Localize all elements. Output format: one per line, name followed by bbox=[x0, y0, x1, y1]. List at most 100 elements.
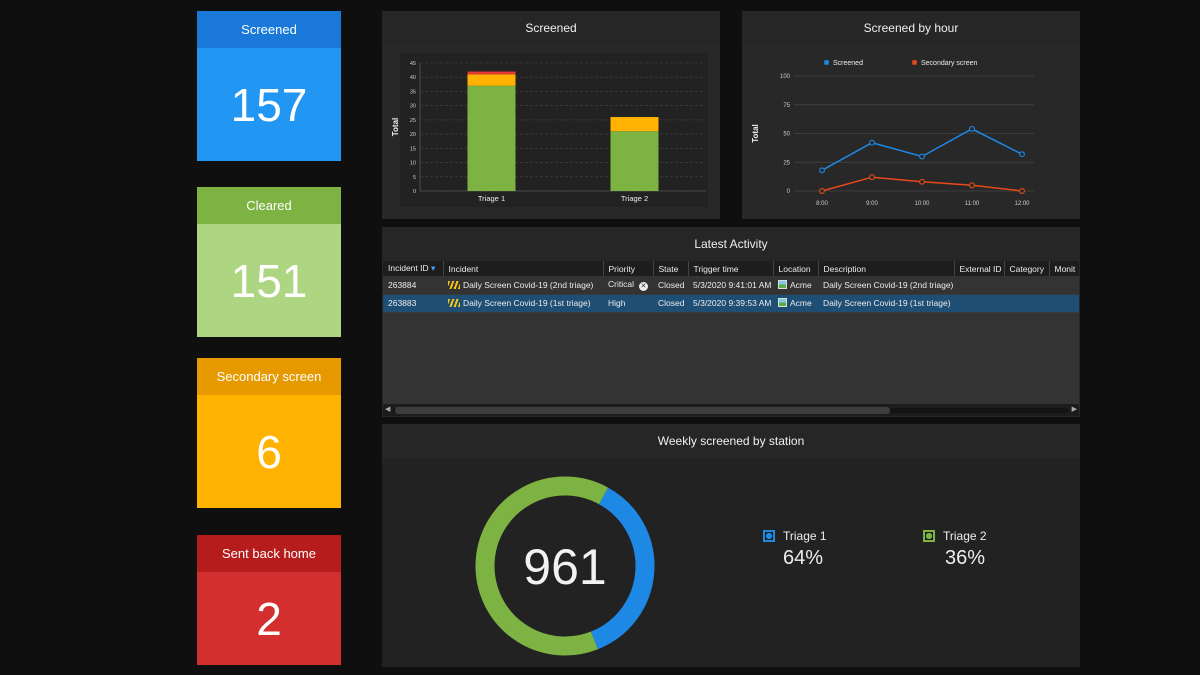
cell-category bbox=[1004, 276, 1049, 295]
legend-percent: 36% bbox=[945, 547, 986, 569]
tile-label: Secondary screen bbox=[197, 358, 341, 395]
col-description[interactable]: Description bbox=[818, 261, 955, 276]
location-map-icon bbox=[778, 279, 787, 289]
x-tick-label: 12:00 bbox=[1014, 201, 1030, 207]
bar-segment bbox=[467, 85, 516, 191]
tile-value: 2 bbox=[197, 572, 341, 665]
data-point bbox=[1019, 151, 1025, 158]
x-tick-label: Triage 2 bbox=[621, 194, 648, 203]
bar-segment bbox=[610, 117, 659, 132]
cell-incident-text: Daily Screen Covid-19 (2nd triage) bbox=[463, 279, 594, 290]
cell-monitor bbox=[1049, 276, 1079, 295]
tile-value: 6 bbox=[197, 395, 341, 508]
data-point bbox=[869, 139, 875, 146]
grid-header: Incident ID ▾ Incident Priority State Tr… bbox=[383, 261, 1079, 276]
data-point bbox=[919, 153, 925, 160]
series-line bbox=[821, 128, 1023, 171]
col-label: Incident ID bbox=[388, 263, 429, 273]
y-tick-label: 35 bbox=[410, 89, 416, 95]
legend-triage-1: Triage 1 64% bbox=[763, 529, 827, 569]
screened-bar-chart: 0 5 10 15 20 25 30 35 40 45 Total Triage 1 Triage 2 bbox=[391, 53, 708, 207]
col-monitor[interactable]: Monit bbox=[1049, 261, 1079, 276]
y-tick-label: 75 bbox=[783, 103, 790, 109]
y-tick-label: 40 bbox=[410, 75, 416, 81]
weekly-donut-chart: 961 bbox=[475, 476, 655, 656]
horizontal-scrollbar[interactable]: ◀ ▶ bbox=[383, 404, 1079, 416]
x-tick-label: 10:00 bbox=[914, 201, 930, 207]
col-incident[interactable]: Incident bbox=[443, 261, 604, 276]
legend-triage-2: Triage 2 36% bbox=[923, 529, 987, 569]
scroll-right-icon[interactable]: ▶ bbox=[1071, 406, 1077, 413]
tile-label: Cleared bbox=[197, 187, 341, 224]
cell-incident: Daily Screen Covid-19 (1st triage) bbox=[443, 294, 603, 313]
col-state[interactable]: State bbox=[653, 261, 689, 276]
col-location[interactable]: Location bbox=[773, 261, 819, 276]
data-point bbox=[969, 182, 975, 189]
cell-priority: Critical ✕ bbox=[603, 276, 653, 295]
y-tick-label: 25 bbox=[410, 118, 416, 124]
scroll-thumb[interactable] bbox=[395, 407, 890, 414]
panel-title: Weekly screened by station bbox=[382, 424, 1080, 458]
legend-swatch bbox=[911, 59, 918, 66]
y-tick-label: 15 bbox=[410, 146, 416, 152]
col-incident-id[interactable]: Incident ID ▾ bbox=[383, 261, 444, 276]
bar-segment bbox=[467, 71, 516, 75]
cell-description: Daily Screen Covid-19 (2nd triage) bbox=[818, 276, 954, 295]
cell-location: Acme bbox=[773, 276, 818, 295]
col-external-id[interactable]: External ID bbox=[954, 261, 1005, 276]
screened-by-hour-panel: Screened by hour 0 25 50 75 100 Total 8:00 9:00… bbox=[742, 11, 1080, 219]
y-tick-label: 0 bbox=[413, 189, 416, 195]
legend-label: Triage 1 bbox=[783, 529, 827, 543]
bar-segment bbox=[467, 74, 516, 86]
bar-segment bbox=[610, 131, 659, 191]
cell-time: 5/3/2020 9:41:01 AM bbox=[688, 276, 773, 295]
table-row[interactable]: 263884 Daily Screen Covid-19 (2nd triage… bbox=[383, 276, 1079, 295]
y-tick-label: 10 bbox=[410, 161, 416, 167]
y-tick-label: 100 bbox=[780, 74, 791, 80]
cell-description: Daily Screen Covid-19 (1st triage) bbox=[818, 294, 954, 313]
cell-incident: Daily Screen Covid-19 (2nd triage) bbox=[443, 276, 603, 295]
tile-label: Sent back home bbox=[197, 535, 341, 572]
cell-priority-text: Critical bbox=[608, 278, 634, 289]
y-tick-label: 5 bbox=[413, 175, 416, 181]
legend-label: Screened bbox=[833, 60, 863, 67]
y-tick-label: 30 bbox=[410, 104, 416, 110]
cell-time: 5/3/2020 9:39:53 AM bbox=[688, 294, 773, 313]
data-point bbox=[969, 125, 975, 132]
legend-swatch bbox=[923, 530, 935, 542]
cell-id: 263883 bbox=[383, 294, 443, 313]
screened-bar-panel: Screened 0 5 10 15 20 25 30 35 40 45 Total Triage 1… bbox=[382, 11, 720, 219]
cell-state: Closed bbox=[653, 276, 688, 295]
tile-value: 157 bbox=[197, 48, 341, 161]
col-trigger-time[interactable]: Trigger time bbox=[688, 261, 774, 276]
y-tick-label: 25 bbox=[783, 160, 790, 166]
donut-slice bbox=[590, 487, 655, 650]
x-tick-label: 11:00 bbox=[965, 201, 980, 207]
activity-grid[interactable]: Incident ID ▾ Incident Priority State Tr… bbox=[383, 261, 1079, 416]
cell-location: Acme bbox=[773, 294, 818, 313]
scroll-left-icon[interactable]: ◀ bbox=[385, 406, 391, 413]
donut-total: 961 bbox=[523, 539, 606, 595]
tile-secondary-screen[interactable]: Secondary screen 6 bbox=[197, 358, 341, 508]
table-row[interactable]: 263883 Daily Screen Covid-19 (1st triage… bbox=[383, 294, 1079, 313]
tile-sent-back-home[interactable]: Sent back home 2 bbox=[197, 535, 341, 665]
tile-cleared[interactable]: Cleared 151 bbox=[197, 187, 341, 337]
panel-title: Screened bbox=[382, 11, 720, 45]
col-category[interactable]: Category bbox=[1004, 261, 1050, 276]
cell-priority: High bbox=[603, 294, 653, 313]
data-point bbox=[819, 167, 825, 174]
data-point bbox=[869, 174, 875, 181]
cell-incident-text: Daily Screen Covid-19 (1st triage) bbox=[463, 298, 591, 308]
legend-swatch bbox=[763, 530, 775, 542]
tile-screened[interactable]: Screened 157 bbox=[197, 11, 341, 161]
location-map-icon bbox=[778, 298, 787, 307]
tile-label: Screened bbox=[197, 11, 341, 48]
x-tick-label: Triage 1 bbox=[478, 194, 505, 203]
close-circle-icon[interactable]: ✕ bbox=[638, 281, 648, 291]
y-tick-label: 0 bbox=[787, 189, 791, 195]
screened-by-hour-chart: 0 25 50 75 100 Total 8:00 9:00 10:00 11:00 12:00 Sc… bbox=[751, 59, 1034, 207]
cell-id: 263884 bbox=[383, 276, 443, 295]
y-tick-label: 50 bbox=[783, 132, 790, 138]
col-priority[interactable]: Priority bbox=[603, 261, 654, 276]
data-point bbox=[919, 178, 925, 185]
